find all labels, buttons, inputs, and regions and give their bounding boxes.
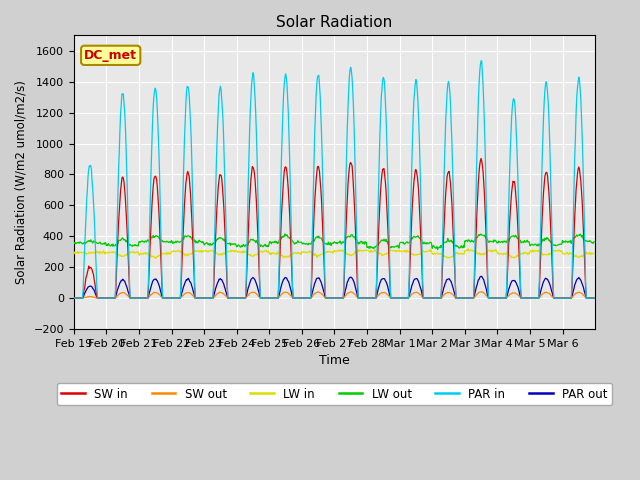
Text: DC_met: DC_met	[84, 49, 137, 62]
X-axis label: Time: Time	[319, 354, 350, 367]
Legend: SW in, SW out, LW in, LW out, PAR in, PAR out: SW in, SW out, LW in, LW out, PAR in, PA…	[56, 383, 612, 405]
Y-axis label: Solar Radiation (W/m2 umol/m2/s): Solar Radiation (W/m2 umol/m2/s)	[15, 80, 28, 284]
Title: Solar Radiation: Solar Radiation	[276, 15, 392, 30]
